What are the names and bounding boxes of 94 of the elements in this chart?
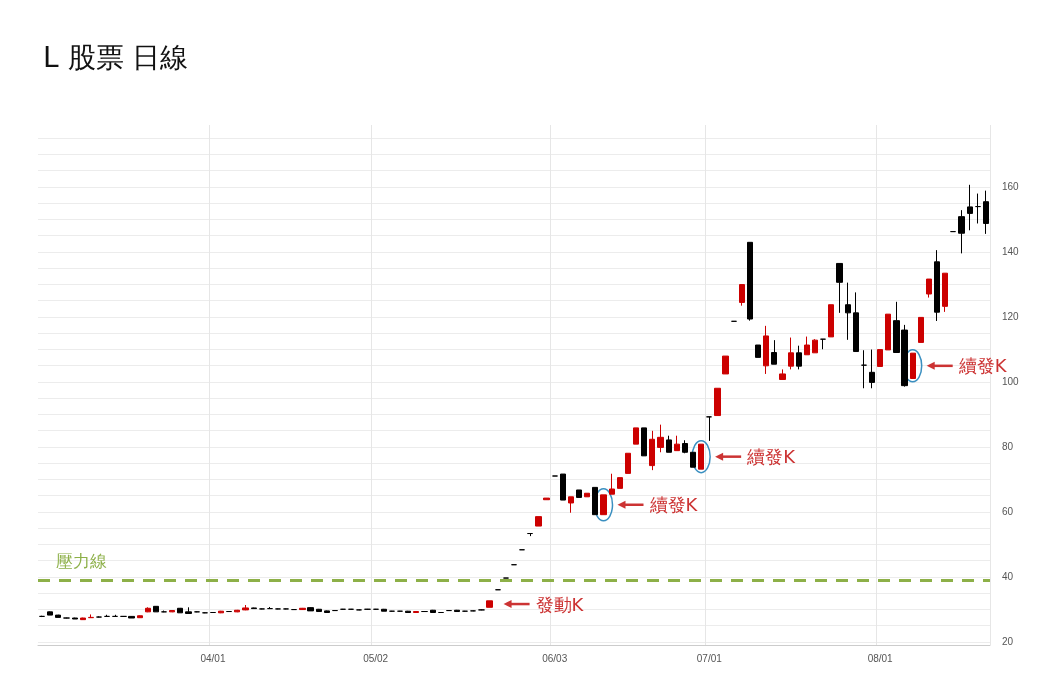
candlestick [600,494,607,516]
y-tick-label: 80 [1002,441,1014,453]
candlestick [820,338,826,350]
candlestick [80,617,86,621]
candlestick [714,387,721,417]
candlestick [72,617,78,620]
candlestick [747,241,753,322]
candlestick [177,607,183,614]
candlestick [698,443,704,470]
candlestick [763,325,769,375]
candlestick [486,600,493,608]
candlestick [169,609,175,613]
chart-title: L 股票 日線 [43,40,189,74]
candlestick [690,451,696,468]
annotation: 發動K [535,593,585,615]
candlestick [828,304,834,338]
candlestick [682,439,688,454]
x-tick-label: 06/03 [542,652,568,664]
candlestick [771,339,777,365]
candlestick [307,606,314,612]
candlestick [430,609,436,613]
candlestick [584,492,590,498]
candlestick [706,416,712,442]
candlestick [316,608,322,613]
candlestick [958,209,965,254]
candlestick [755,344,761,358]
candlestick [910,352,916,379]
annotation: 續發K [648,494,699,516]
candlestick [836,262,843,314]
candlestick [381,608,387,612]
candlestick [137,614,143,619]
candlestick [560,473,566,501]
candlestick [405,610,411,613]
candlestick [633,427,639,445]
candlestick [877,349,883,367]
candlestick [845,282,851,341]
candlestick [649,430,655,471]
ref-line-label: 壓力線 [56,552,107,571]
candlestick [739,284,745,307]
y-tick-label: 60 [1002,506,1014,518]
y-tick-label: 100 [1002,376,1020,388]
x-tick-label: 05/02 [363,652,389,664]
candlestick [185,606,192,614]
candlestick [779,368,786,380]
candlestick [861,349,867,389]
candlestick [942,272,948,313]
candlestick [674,435,680,452]
candlestick [796,345,802,370]
candlestick [543,497,550,501]
candlestick [918,316,924,343]
candlestick [975,193,981,224]
candlestick [576,489,582,498]
candlestick [592,486,598,516]
candlestick [242,604,249,611]
candlestick [666,435,672,453]
y-tick-label: 120 [1002,311,1020,323]
candlestick [788,337,794,370]
candlestick [535,516,542,527]
candlestick [234,609,240,613]
y-tick-label: 140 [1002,246,1020,258]
y-tick-label: 40 [1002,571,1014,583]
candlestick [47,611,53,616]
candlestick [153,605,159,613]
candlestick [324,610,330,613]
y-tick-label: 160 [1002,181,1020,193]
candlestick [96,615,102,618]
candlestick [625,452,631,474]
candlestick [869,349,875,389]
candlestick [617,477,623,489]
candlestick [804,336,810,356]
candlestick [299,607,306,611]
candlestick [251,607,257,610]
candlestick [934,249,940,322]
candlestick [885,313,891,351]
candlestick [812,338,818,354]
candlestick [722,355,729,375]
candlestick [926,278,932,299]
x-tick-label: 07/01 [696,652,723,664]
candlestick [657,424,664,453]
y-tick-label: 20 [1002,636,1014,648]
candlestick [413,610,419,614]
candlestick [88,613,94,619]
annotation: 續發K [957,355,1008,377]
candlestick [853,291,859,353]
candlestick [145,606,151,613]
x-tick-label: 04/01 [200,652,226,664]
candlestick [568,496,574,514]
candlestick [454,609,460,613]
candlestick [55,614,61,618]
x-tick-label: 08/01 [867,652,894,664]
annotation: 續發K [746,446,797,468]
candlestick [609,473,615,495]
candlestick [641,427,647,457]
candlestick [967,184,973,231]
